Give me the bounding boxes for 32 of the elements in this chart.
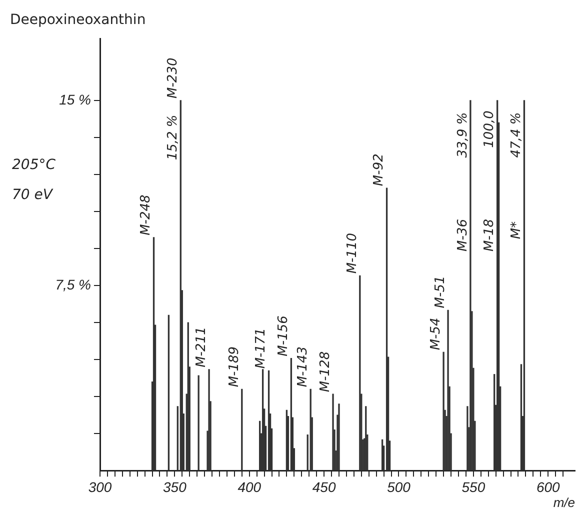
x-tick-label: 450 — [312, 478, 336, 495]
x-tick-label: 350 — [163, 478, 187, 495]
annotation: M-211 — [194, 326, 209, 368]
annotation: M-36 — [455, 219, 470, 252]
x-tick-label: 400 — [238, 478, 262, 495]
text: 70 eV — [12, 186, 54, 205]
annotation: M-92 — [372, 154, 387, 186]
annotation: M-18 — [482, 219, 498, 252]
annotation: M-51 — [432, 276, 448, 308]
annotation: M-248 — [138, 194, 154, 236]
y-tick-label: 7,5 % — [55, 276, 91, 292]
x-tick-label: 500 — [387, 478, 411, 495]
annotation: M-128 — [318, 351, 333, 392]
annotation: 47,4 % — [509, 112, 524, 158]
x-tick-label: 550 — [462, 478, 486, 495]
y-tick-label: 15 % — [59, 91, 91, 108]
annotation: 15,2 % — [166, 114, 181, 160]
annotation: M-189 — [226, 346, 242, 388]
annotation: 100,0 — [482, 110, 498, 148]
x-tick-label: 300 — [88, 478, 112, 495]
x-axis-title: m/e — [553, 494, 575, 510]
annotation: M-230 — [166, 58, 181, 98]
chart-title: Deepoxineoxanthin — [10, 12, 146, 28]
annotation: M-110 — [344, 232, 360, 274]
annotation: M-156 — [276, 316, 292, 356]
text: 205°C — [12, 156, 56, 175]
annotation: M-54 — [428, 318, 444, 350]
annotation: 33,9 % — [455, 112, 470, 158]
annotation: M* — [509, 220, 524, 240]
annotation: M-171 — [254, 328, 269, 369]
annotation: M-143 — [295, 346, 310, 388]
x-tick-label: 600 — [536, 478, 560, 495]
